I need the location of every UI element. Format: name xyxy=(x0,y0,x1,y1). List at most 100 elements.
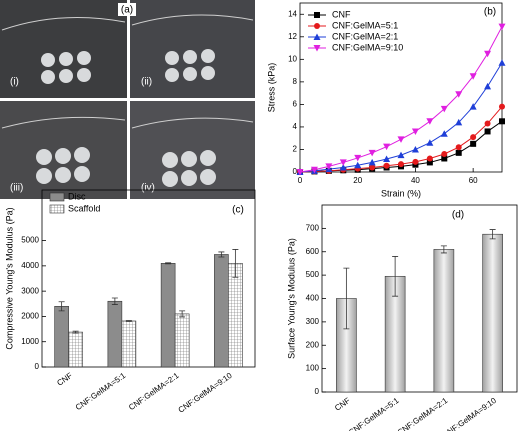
x-tick-label: CNF:GelMA=9:10 xyxy=(441,396,499,431)
error-bar xyxy=(165,262,172,265)
bar xyxy=(160,263,176,368)
x-tick-label: 20 xyxy=(353,176,362,185)
x-tick-label: 60 xyxy=(469,176,478,185)
marker xyxy=(313,33,321,40)
x-tick-label: CNF:GelMA=2:1 xyxy=(396,396,450,431)
marker xyxy=(499,103,505,110)
marker xyxy=(426,118,434,125)
y-tick-label: 5000 xyxy=(21,236,39,245)
photo xyxy=(0,0,127,98)
bar xyxy=(107,300,123,368)
marker xyxy=(397,136,405,143)
error-bar xyxy=(232,249,239,278)
bar xyxy=(433,249,455,393)
legend-label: CNF xyxy=(332,9,351,19)
marker xyxy=(484,128,491,135)
y-tick-label: 8 xyxy=(293,77,298,86)
marker xyxy=(383,143,391,151)
x-tick-label: CNF xyxy=(333,396,352,413)
marker xyxy=(398,161,404,168)
marker xyxy=(325,163,333,170)
marker xyxy=(339,159,347,166)
error-bar xyxy=(58,301,65,312)
marker xyxy=(455,144,462,151)
error-bar xyxy=(343,267,350,330)
panel-label: (a) xyxy=(121,5,133,16)
marker xyxy=(426,159,433,166)
marker xyxy=(368,158,376,166)
y-tick-label: 2 xyxy=(293,145,298,154)
y-tick-label: 0 xyxy=(35,362,40,371)
marker xyxy=(470,140,477,147)
marker xyxy=(440,130,448,137)
marker xyxy=(484,82,492,90)
marker xyxy=(314,23,320,29)
y-tick-label: 0 xyxy=(315,387,320,396)
plot-frame xyxy=(299,2,503,173)
panel-label: (b) xyxy=(484,7,496,18)
label-bg xyxy=(118,3,136,16)
marker xyxy=(469,103,477,110)
marker xyxy=(313,45,321,52)
photo-label: (i) xyxy=(10,77,19,88)
photo-label: (iv) xyxy=(141,183,155,194)
marker xyxy=(383,162,390,169)
legend-label: CNF:GelMA=5:1 xyxy=(332,20,398,30)
y-tick-label: 14 xyxy=(288,9,297,18)
x-tick-label: CNF:GelMA=5:1 xyxy=(347,396,401,431)
marker xyxy=(469,73,477,80)
bar xyxy=(121,320,137,368)
bar xyxy=(214,254,229,368)
error-bar xyxy=(392,256,399,297)
marker xyxy=(314,12,320,18)
legend-label: CNF:GelMA=2:1 xyxy=(332,31,398,41)
marker xyxy=(426,139,434,146)
y-tick-label: 6 xyxy=(293,100,298,109)
marker xyxy=(484,50,492,58)
y-tick-label: 10 xyxy=(288,54,297,63)
y-tick-label: 400 xyxy=(306,294,320,303)
bar xyxy=(228,263,243,368)
bar xyxy=(68,331,83,368)
marker xyxy=(411,145,419,153)
marker xyxy=(354,154,362,162)
marker xyxy=(499,118,505,125)
bar xyxy=(54,306,69,368)
error-bar xyxy=(72,330,79,334)
marker xyxy=(455,91,463,98)
legend-label: Disc xyxy=(68,191,86,201)
marker xyxy=(426,155,433,162)
y-axis-title: Compressive Young's Modulus (Pa) xyxy=(4,207,14,349)
y-tick-label: 1000 xyxy=(21,337,39,346)
y-tick-label: 4000 xyxy=(21,261,39,270)
marker xyxy=(310,166,318,174)
y-tick-label: 700 xyxy=(306,223,320,232)
x-axis-title: Strain (%) xyxy=(381,188,421,198)
y-tick-label: 4 xyxy=(293,122,298,131)
x-tick-label: 0 xyxy=(298,176,303,185)
panel-label: (c) xyxy=(232,205,244,216)
samples xyxy=(36,49,216,187)
y-axis-title: Stress (kPa) xyxy=(266,63,276,113)
x-tick-label: 40 xyxy=(411,176,420,185)
y-tick-label: 500 xyxy=(306,270,320,279)
marker xyxy=(470,134,477,141)
error-bar xyxy=(218,251,225,258)
y-axis-title: Surface Young's Modulus (Pa) xyxy=(286,238,296,359)
x-tick-label: CNF:GelMA=5:1 xyxy=(74,371,128,412)
photo xyxy=(130,0,255,98)
marker xyxy=(498,23,506,31)
panel-label: (d) xyxy=(452,210,464,221)
error-bar xyxy=(125,320,132,322)
error-bar xyxy=(179,310,186,318)
y-tick-label: 600 xyxy=(306,247,320,256)
dish-rims xyxy=(1,14,254,129)
photo-label: (ii) xyxy=(141,77,152,88)
legend-label: Scaffold xyxy=(68,203,100,213)
legend-swatch xyxy=(49,192,65,202)
error-bar xyxy=(489,229,496,240)
marker xyxy=(455,118,463,126)
legend-label: CNF:GelMA=9:10 xyxy=(332,42,403,52)
marker xyxy=(397,151,405,159)
marker xyxy=(498,59,506,66)
